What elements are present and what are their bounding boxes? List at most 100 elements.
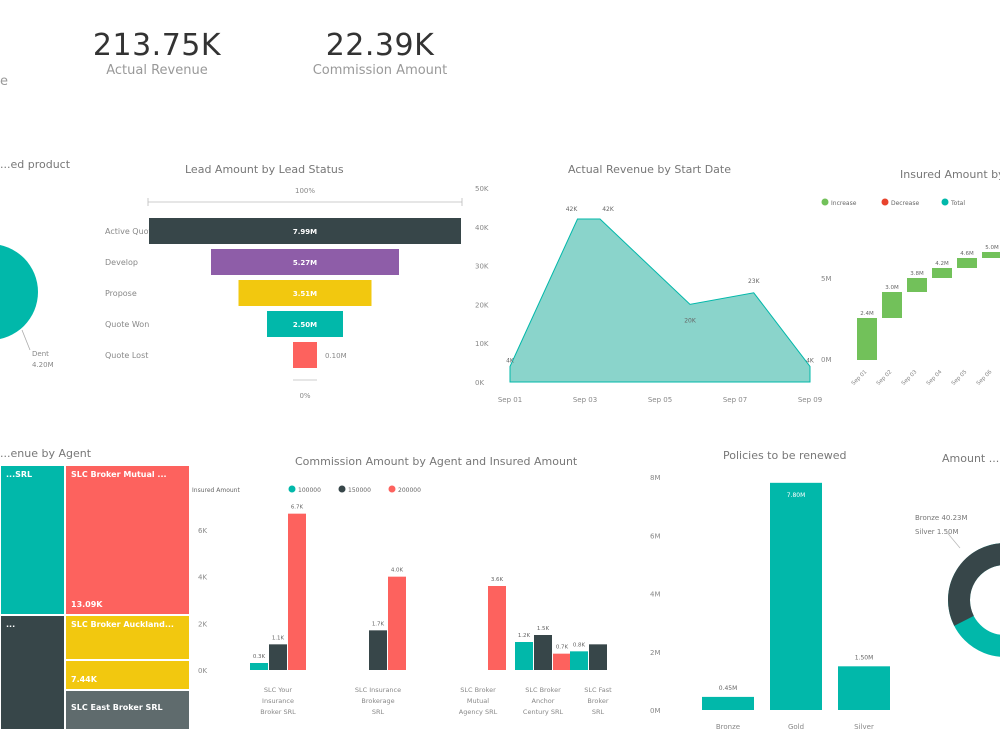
clustered-legend-marker [338, 485, 346, 493]
policies-column-chart: 8M 6M 4M 2M 0M 0.45M Bronze 7.80M Gold 1.50M Silve… [650, 474, 890, 731]
clustered-y-tick: 4K [198, 574, 207, 582]
funnel-bar[interactable] [238, 280, 372, 306]
area-data-label: 20K [684, 317, 697, 324]
area-series[interactable] [509, 218, 811, 383]
treemap-cell[interactable]: SLC Broker Auckland... [65, 615, 190, 660]
policies-bars: 8M 6M 4M 2M 0M 0.45M Bronze 7.80M Gold 1.50M Silve… [650, 474, 890, 731]
funnel-bottom-label: 0% [299, 392, 310, 400]
clustered-bar[interactable] [488, 586, 506, 670]
area-y-tick: 40K [475, 224, 489, 232]
funnel-bar[interactable] [293, 342, 317, 368]
kpi-label: Commission Amount [312, 63, 448, 78]
treemap-cell-label: ... [6, 620, 16, 629]
treemap-cell[interactable]: SLC Broker Mutual ... 13.09K [65, 465, 190, 615]
treemap-cell[interactable]: ...SRL [0, 465, 65, 615]
funnel-bar[interactable] [149, 218, 461, 244]
kpi-left-label-fragment: e [0, 74, 8, 89]
clustered-bar[interactable] [269, 644, 287, 670]
waterfall-legend-label[interactable]: Total [950, 200, 965, 207]
clustered-bar[interactable] [534, 635, 552, 670]
clustered-y-tick: 2K [198, 620, 207, 628]
clustered-bar[interactable] [250, 663, 268, 670]
donut-segment[interactable] [948, 543, 1000, 626]
clustered-legend-label[interactable]: 200000 [398, 487, 421, 494]
clustered-data-label: 4.0K [391, 568, 404, 574]
area-y-tick: 50K [475, 185, 489, 193]
clustered-bar[interactable] [288, 513, 306, 670]
waterfall-y-tick: 5M [821, 275, 832, 283]
pie-slice-value: 4.20M [32, 361, 54, 369]
pie-slice[interactable] [0, 244, 38, 340]
treemap-cell[interactable]: ... [0, 615, 65, 730]
waterfall-bar[interactable] [957, 258, 977, 268]
area-x-tick: Sep 07 [723, 396, 747, 404]
waterfall-legend: Increase Decrease Total [821, 198, 965, 207]
clustered-x-tick: SRL [372, 708, 385, 716]
clustered-data-label: 6.7K [291, 505, 304, 511]
funnel-bar-value: 0.10M [325, 352, 347, 360]
clustered-chart-title: Commission Amount by Agent and Insured A… [295, 455, 578, 468]
waterfall-legend-marker [941, 198, 949, 206]
treemap-cell-label: SLC Broker Mutual ... [71, 470, 167, 479]
funnel-chart: 100% Active Quote 7.99M Develop 5.27M Propos… [105, 187, 463, 400]
clustered-bar[interactable] [589, 644, 607, 670]
waterfall-bar[interactable] [907, 278, 927, 292]
clustered-bar[interactable] [570, 651, 588, 670]
clustered-x-tick: Broker [587, 697, 608, 705]
clustered-data-label: 1.1K [272, 635, 285, 641]
clustered-x-tick: SLC Fast [584, 686, 612, 694]
policies-bar[interactable] [702, 696, 754, 710]
waterfall-legend-label[interactable]: Increase [831, 200, 857, 207]
waterfall-bar[interactable] [857, 318, 877, 360]
donut-label-silver: Silver 1.50M [915, 528, 959, 536]
clustered-bar[interactable] [369, 630, 387, 670]
clustered-x-tick: Insurance [262, 697, 294, 705]
treemap-cell[interactable]: 7.44K [65, 660, 190, 690]
clustered-y-tick: 0K [198, 667, 207, 675]
clustered-bar[interactable] [515, 642, 533, 670]
policies-bar[interactable] [770, 482, 822, 710]
area-axes: 50K 40K 30K 20K 10K 0K Sep 01 Sep 03 Sep 05 Sep 0… [475, 185, 822, 404]
waterfall-chart-title: Insured Amount by... [900, 168, 1000, 181]
waterfall-x-tick: Sep 04 [926, 369, 944, 387]
kpi-commission-amount[interactable]: 22.39K Commission Amount [305, 28, 455, 78]
clustered-bar[interactable] [553, 653, 571, 670]
policies-data-label: 7.80M [787, 492, 806, 499]
clustered-legend-title: Insured Amount [192, 487, 240, 494]
waterfall-bar[interactable] [982, 252, 1000, 258]
area-y-tick: 10K [475, 340, 489, 348]
clustered-bar[interactable] [388, 576, 406, 670]
area-x-tick: Sep 01 [498, 396, 522, 404]
funnel-category-label: Quote Lost [105, 351, 148, 360]
kpi-label: Actual Revenue [106, 63, 208, 78]
clustered-legend-marker [388, 485, 396, 493]
clustered-data-label: 0.3K [253, 654, 266, 660]
clustered-legend-marker [288, 485, 296, 493]
treemap: ...SRL SLC Broker Mutual ... 13.09K ... S… [0, 465, 190, 730]
clustered-x-tick: Mutual [467, 697, 489, 705]
funnel-bar[interactable] [211, 249, 399, 275]
policies-data-label: 0.45M [719, 685, 738, 692]
kpi-actual-revenue[interactable]: 213.75K Actual Revenue [92, 28, 222, 78]
waterfall-legend-label[interactable]: Decrease [891, 200, 919, 207]
clustered-data-label: 1.2K [518, 633, 531, 639]
waterfall-bar[interactable] [932, 268, 952, 278]
area-y-tick: 0K [475, 379, 484, 387]
area-data-label: 23K [748, 278, 761, 285]
treemap-cell[interactable]: SLC East Broker SRL [65, 690, 190, 730]
donut-leader-line [944, 529, 961, 549]
clustered-x-tick: Agency SRL [459, 708, 498, 716]
pie-slice-label: Dent [32, 350, 49, 358]
funnel-bars: Active Quote 7.99M Develop 5.27M Propose 3.51… [105, 218, 461, 368]
waterfall-data-label: 4.6M [960, 251, 974, 257]
waterfall-bar[interactable] [882, 292, 902, 318]
funnel-category-label: Active Quote [105, 227, 157, 236]
policies-bar[interactable] [838, 666, 890, 710]
clustered-legend-label[interactable]: 100000 [298, 487, 321, 494]
policies-y-tick: 6M [650, 532, 661, 540]
clustered-legend-label[interactable]: 150000 [348, 487, 371, 494]
waterfall-data-label: 3.8M [910, 271, 924, 277]
clustered-data-label: 0.8K [573, 642, 586, 648]
funnel-bar[interactable] [267, 311, 343, 337]
area-data-label: 42K [566, 206, 579, 213]
